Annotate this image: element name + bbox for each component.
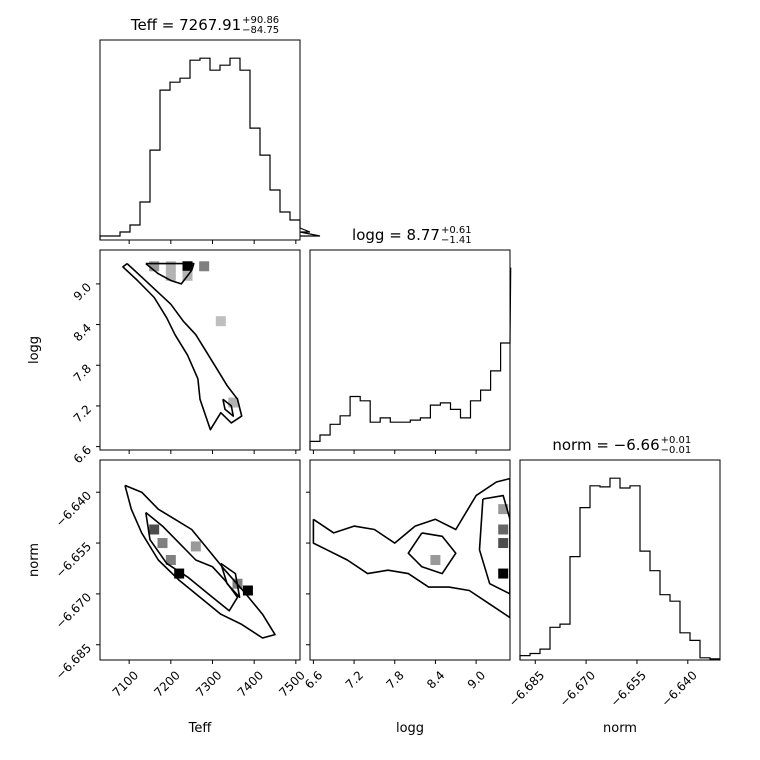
- panel-Teff-logg: [99, 249, 301, 451]
- hist-panel-Teff: [99, 39, 301, 241]
- x-axis-label: norm: [603, 721, 637, 736]
- panel-Teff-norm: [99, 459, 301, 661]
- x-tick-label: −6.640: [659, 668, 700, 709]
- density-cell: [498, 538, 509, 549]
- title-main: Teff = 7267.91: [130, 16, 241, 34]
- contour-group: [312, 477, 510, 619]
- x-tick-label: 7400: [235, 668, 266, 699]
- hist-panel-logg: [309, 249, 511, 451]
- contour-line: [124, 484, 276, 639]
- y-axis-label: norm: [27, 543, 42, 577]
- density-cell: [165, 270, 176, 281]
- x-axis-label: logg: [396, 721, 424, 736]
- y-tick-label: 8.4: [71, 321, 94, 344]
- x-tick-label: 6.6: [302, 668, 325, 691]
- title-sup: +90.86: [242, 15, 279, 26]
- y-tick-label: −6.640: [53, 488, 94, 529]
- panel-logg-norm: [309, 459, 511, 661]
- x-tick-label: −6.670: [557, 668, 598, 709]
- density-cell: [228, 397, 239, 408]
- contour-group: [124, 484, 276, 639]
- density-cell: [498, 524, 509, 535]
- histogram-layer: [99, 57, 720, 660]
- density-layer: [149, 261, 509, 596]
- contour-line: [145, 262, 195, 285]
- x-tick-label: −6.685: [506, 668, 547, 709]
- density-cell: [174, 568, 185, 579]
- histogram-norm: [519, 477, 720, 660]
- x-tick-label: −6.655: [608, 668, 649, 709]
- contour-line: [122, 262, 243, 431]
- density-cell: [199, 261, 210, 272]
- y-tick-label: 9.0: [71, 280, 94, 303]
- y-axis-label: logg: [27, 336, 42, 364]
- density-cell: [165, 261, 176, 272]
- x-axis-label: Teff: [188, 721, 213, 736]
- x-tick-label: 7300: [193, 668, 224, 699]
- panel-title-Teff: Teff = 7267.91: [130, 16, 241, 34]
- contour-layer: [122, 262, 510, 639]
- density-cell: [165, 555, 176, 565]
- panel-frames: [99, 39, 721, 661]
- density-cell: [149, 261, 160, 272]
- tick-layer: [96, 240, 689, 664]
- histogram-logg: [309, 267, 512, 450]
- density-cell: [149, 524, 160, 535]
- density-cell: [215, 316, 226, 327]
- title-sup: +0.01: [661, 435, 692, 446]
- contour-line: [145, 511, 239, 612]
- title-sub: −84.75: [242, 25, 279, 36]
- contour-line: [220, 562, 241, 599]
- contour-line: [478, 494, 510, 595]
- density-cell: [498, 504, 509, 515]
- title-sup: +0.61: [441, 225, 472, 236]
- title-main: norm = −6.66: [552, 436, 659, 454]
- y-tick-label: −6.685: [53, 641, 94, 682]
- x-tick-label: 7.2: [343, 668, 366, 691]
- x-tick-label: 9.0: [465, 668, 488, 691]
- density-cell: [498, 568, 509, 579]
- contour-line: [407, 532, 457, 575]
- y-tick-label: 7.2: [71, 402, 94, 425]
- x-tick-label: 7.8: [383, 668, 406, 691]
- panel-title-logg: logg = 8.77: [352, 226, 440, 244]
- y-tick-label: −6.670: [53, 590, 94, 631]
- title-sub: −1.41: [441, 235, 472, 246]
- density-cell: [242, 585, 253, 596]
- y-tick-label: 6.6: [71, 443, 94, 466]
- contour-line: [312, 477, 510, 619]
- title-main: logg = 8.77: [352, 226, 440, 244]
- panel-title-norm: norm = −6.66: [552, 436, 659, 454]
- hist-panel-norm: [519, 459, 721, 661]
- x-tick-label: 8.4: [424, 668, 447, 691]
- density-cell: [182, 261, 193, 272]
- y-tick-label: −6.655: [53, 539, 94, 580]
- x-tick-label: 7100: [110, 668, 141, 699]
- y-tick-label: 7.8: [71, 361, 94, 384]
- contour-line: [222, 398, 235, 417]
- density-cell: [190, 541, 201, 552]
- title-sub: −0.01: [661, 445, 692, 456]
- density-cell: [157, 538, 168, 549]
- histogram-Teff: [99, 57, 321, 240]
- x-tick-label: 7200: [151, 668, 182, 699]
- contour-group: [122, 262, 243, 431]
- density-cell: [430, 555, 441, 565]
